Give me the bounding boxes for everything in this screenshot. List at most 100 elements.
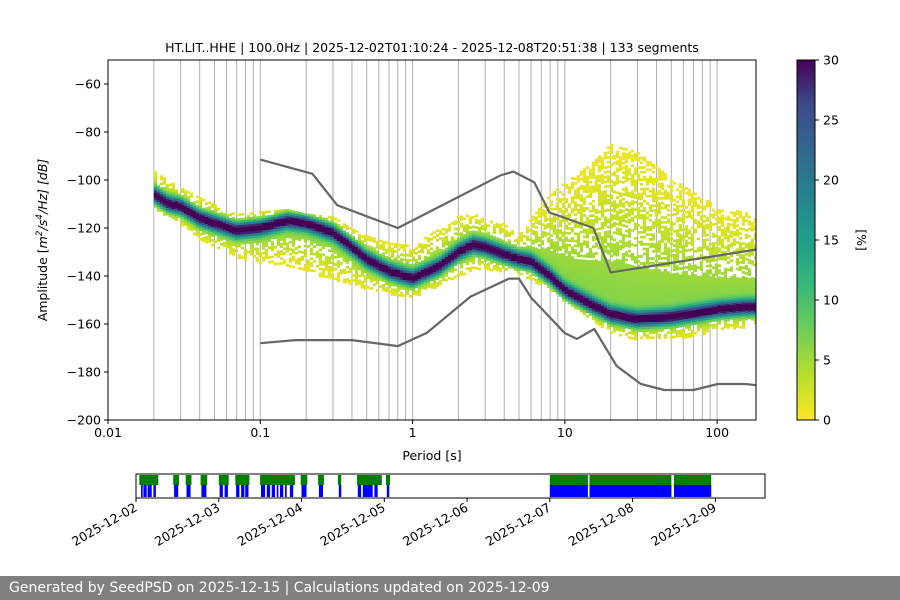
heatmap-cell — [645, 286, 650, 289]
heatmap-cell — [636, 327, 641, 330]
heatmap-cell — [411, 263, 416, 267]
heatmap-cell — [618, 221, 623, 224]
heatmap-cell — [471, 252, 476, 255]
heatmap-cell — [573, 294, 578, 298]
heatmap-cell — [468, 266, 473, 270]
heatmap-cell — [657, 329, 662, 332]
heatmap-cell — [459, 251, 464, 255]
heatmap-cell — [600, 210, 605, 213]
heatmap-cell — [588, 202, 593, 206]
heatmap-cell — [519, 253, 524, 257]
heatmap-cell — [618, 297, 623, 301]
heatmap-cell — [303, 235, 308, 238]
heatmap-cell — [720, 293, 725, 297]
heatmap-cell — [564, 267, 569, 271]
heatmap-cell — [654, 199, 659, 203]
heatmap-cell — [627, 278, 632, 282]
heatmap-cell — [432, 272, 437, 275]
heatmap-cell — [258, 261, 263, 265]
heatmap-cell — [381, 262, 386, 265]
heatmap-cell — [165, 193, 170, 197]
heatmap-cell — [714, 285, 719, 288]
heatmap-cell — [669, 302, 674, 306]
heatmap-cell — [459, 244, 464, 247]
heatmap-cell — [615, 289, 620, 293]
heatmap-cell — [351, 235, 356, 239]
heatmap-cell — [561, 265, 566, 268]
heatmap-cell — [399, 246, 404, 249]
heatmap-cell — [669, 180, 674, 183]
heatmap-cell — [456, 252, 461, 255]
heatmap-cell — [507, 246, 512, 250]
heatmap-cell — [672, 213, 677, 216]
heatmap-cell — [621, 181, 626, 184]
heatmap-cell — [255, 257, 260, 260]
heatmap-cell — [339, 250, 344, 253]
heatmap-cell — [636, 324, 641, 328]
heatmap-cell — [240, 241, 245, 245]
heatmap-cell — [717, 250, 722, 253]
heatmap-cell — [516, 256, 521, 259]
heatmap-cell — [372, 240, 377, 243]
heatmap-cell — [600, 303, 605, 307]
heatmap-cell — [642, 298, 647, 301]
heatmap-cell — [600, 241, 605, 244]
heatmap-cell — [723, 299, 728, 302]
heatmap-cell — [408, 249, 413, 253]
heatmap-cell — [648, 305, 653, 308]
heatmap-cell — [336, 262, 341, 266]
heatmap-cell — [666, 324, 671, 327]
heatmap-cell — [699, 222, 704, 226]
heatmap-cell — [471, 240, 476, 243]
heatmap-cell — [387, 268, 392, 272]
heatmap-cell — [483, 264, 488, 267]
heatmap-cell — [642, 218, 647, 222]
heatmap-cell — [663, 247, 668, 251]
heatmap-cell — [501, 227, 506, 231]
heatmap-cell — [597, 157, 602, 161]
heatmap-cell — [183, 218, 188, 222]
heatmap-cell — [318, 236, 323, 240]
heatmap-cell — [270, 214, 275, 218]
heatmap-cell — [705, 248, 710, 251]
heatmap-cell — [627, 305, 632, 308]
heatmap-cell — [597, 287, 602, 291]
heatmap-cell — [678, 300, 683, 304]
heatmap-cell — [219, 221, 224, 225]
heatmap-cell — [303, 266, 308, 269]
heatmap-cell — [726, 311, 731, 315]
heatmap-cell — [201, 217, 206, 221]
heatmap-cell — [585, 271, 590, 275]
heatmap-cell — [600, 214, 605, 218]
heatmap-cell — [645, 163, 650, 167]
heatmap-cell — [162, 210, 167, 214]
heatmap-cell — [705, 303, 710, 306]
heatmap-cell — [507, 244, 512, 247]
heatmap-cell — [606, 177, 611, 181]
heatmap-cell — [693, 269, 698, 272]
heatmap-cell — [618, 281, 623, 284]
heatmap-cell — [423, 263, 428, 266]
heatmap-cell — [588, 286, 593, 290]
heatmap-cell — [699, 285, 704, 288]
heatmap-cell — [282, 221, 287, 224]
heatmap-cell — [600, 164, 605, 168]
heatmap-cell — [204, 216, 209, 220]
heatmap-cell — [651, 331, 656, 335]
heatmap-cell — [399, 274, 404, 278]
heatmap-cell — [603, 199, 608, 203]
heatmap-cell — [414, 273, 419, 277]
heatmap-cell — [696, 280, 701, 284]
heatmap-cell — [579, 242, 584, 246]
heatmap-cell — [558, 286, 563, 290]
heatmap-cell — [519, 267, 524, 271]
heatmap-cell — [408, 295, 413, 298]
heatmap-cell — [573, 273, 578, 276]
heatmap-cell — [627, 326, 632, 330]
heatmap-cell — [432, 264, 437, 268]
heatmap-cell — [414, 290, 419, 294]
heatmap-cell — [189, 207, 194, 210]
heatmap-cell — [336, 233, 341, 237]
heatmap-cell — [363, 260, 368, 264]
heatmap-cell — [615, 297, 620, 300]
